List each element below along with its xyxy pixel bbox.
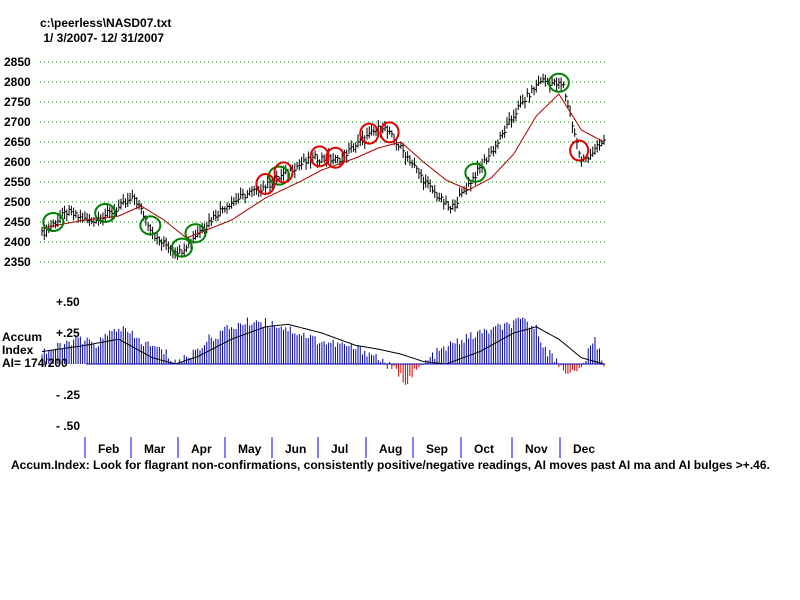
index-label: Index bbox=[2, 343, 34, 357]
ai-y-tick-label: +.25 bbox=[56, 326, 80, 340]
month-axis: Feb Mar Apr May Jun Jul Aug Sep Oct Nov Dec bbox=[84, 437, 595, 458]
month-label-apr: Apr bbox=[191, 442, 212, 456]
month-label-feb: Feb bbox=[98, 442, 119, 456]
ai-ratio-label: AI= 174/200 bbox=[2, 356, 68, 370]
sell-signal-circle bbox=[273, 161, 294, 184]
sell-signal-circle bbox=[359, 122, 380, 145]
buy-signal-circle bbox=[547, 72, 570, 93]
sell-signal-circle bbox=[309, 145, 330, 168]
buy-signal-circle bbox=[170, 237, 193, 258]
month-ticks bbox=[84, 437, 561, 458]
sell-signal-circle bbox=[255, 173, 276, 195]
ai-y-tick-label: - .25 bbox=[56, 388, 80, 402]
buy-signal-circle bbox=[94, 203, 117, 223]
price-y-tick-label: 2500 bbox=[4, 195, 31, 209]
price-y-tick-label: 2700 bbox=[4, 115, 31, 129]
month-label-mar: Mar bbox=[144, 442, 166, 456]
price-y-tick-label: 2350 bbox=[4, 255, 31, 269]
price-y-tick-label: 2800 bbox=[4, 75, 31, 89]
buy-signal-circle bbox=[464, 162, 487, 183]
month-label-nov: Nov bbox=[525, 442, 548, 456]
buy-signal-circle bbox=[184, 223, 207, 244]
ai-moving-average-line bbox=[41, 323, 605, 365]
buy-signal-circle bbox=[139, 215, 162, 236]
signal-circles bbox=[42, 72, 590, 258]
sell-signal-circle bbox=[569, 139, 590, 162]
ai-y-tick-labels: +.50 +.25 - .25 - .50 bbox=[56, 295, 80, 433]
ai-y-tick-label: +.50 bbox=[56, 295, 80, 309]
ai-y-tick-label: - .50 bbox=[56, 419, 80, 433]
month-label-jul: Jul bbox=[331, 442, 348, 456]
price-y-tick-label: 2400 bbox=[4, 235, 31, 249]
file-path-title: c:\peerless\NASD07.txt bbox=[40, 16, 172, 30]
month-label-may: May bbox=[238, 442, 262, 456]
price-y-tick-label: 2750 bbox=[4, 95, 31, 109]
date-range-title: 1/ 3/2007- 12/ 31/2007 bbox=[40, 31, 165, 45]
sell-signal-circle bbox=[325, 146, 346, 169]
month-label-jun: Jun bbox=[285, 442, 306, 456]
price-y-tick-label: 2450 bbox=[4, 215, 31, 229]
price-gridlines bbox=[40, 61, 605, 263]
price-y-tick-label: 2550 bbox=[4, 175, 31, 189]
footer-note: Accum.Index: Look for flagrant non-confi… bbox=[11, 458, 770, 472]
accum-label: Accum bbox=[2, 330, 43, 344]
month-labels: Feb Mar Apr May Jun Jul Aug Sep Oct Nov Dec bbox=[98, 442, 595, 456]
accum-index-panel: +.50 +.25 - .25 - .50 bbox=[41, 295, 605, 433]
buy-signal-circle bbox=[42, 212, 65, 232]
ai-bars bbox=[41, 317, 605, 385]
month-label-sep: Sep bbox=[426, 442, 448, 456]
price-y-tick-label: 2650 bbox=[4, 135, 31, 149]
month-label-oct: Oct bbox=[474, 442, 494, 456]
month-label-dec: Dec bbox=[573, 442, 595, 456]
price-panel: 2850 2800 2750 2700 2650 2600 2550 2500 2450 2400… bbox=[4, 55, 606, 269]
price-y-tick-label: 2850 bbox=[4, 55, 31, 69]
price-y-tick-label: 2600 bbox=[4, 155, 31, 169]
price-moving-average-line bbox=[41, 93, 605, 239]
month-label-aug: Aug bbox=[379, 442, 402, 456]
sell-signal-circle bbox=[379, 121, 400, 144]
price-y-tick-labels: 2850 2800 2750 2700 2650 2600 2550 2500 2450 2400… bbox=[4, 55, 31, 269]
